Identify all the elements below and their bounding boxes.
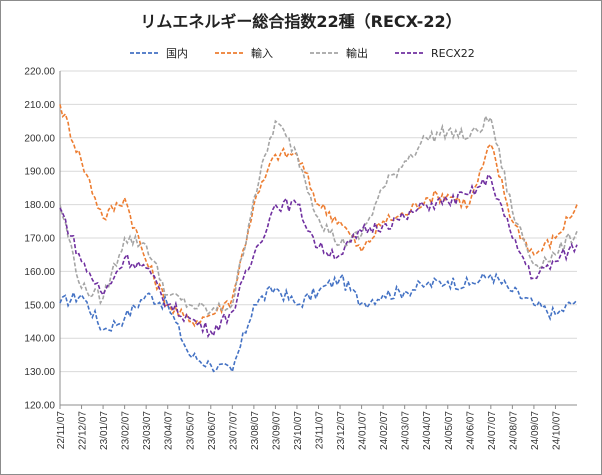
y-tick-label: 160.00 [24,267,55,278]
x-tick-label: 23/12/07 [336,411,347,450]
x-tick-label: 23/10/07 [293,411,304,450]
x-tick-label: 23/05/07 [185,411,196,450]
x-tick-label: 24/04/07 [422,411,433,450]
x-tick-label: 23/11/07 [315,411,326,450]
x-tick-label: 24/02/07 [379,411,390,450]
x-tick-label: 23/04/07 [164,411,175,450]
y-tick-label: 190.00 [24,167,55,178]
y-tick-label: 150.00 [24,300,55,311]
x-tick-label: 24/01/07 [358,411,369,450]
legend-label: RECX22 [431,47,475,60]
y-tick-label: 170.00 [24,234,55,245]
legend-label: 輸出 [346,46,368,60]
x-tick-label: 24/09/07 [530,411,541,450]
x-tick-label: 24/10/07 [551,411,562,450]
chart-title: リムエネルギー総合指数22種（RECX-22） [140,12,462,31]
y-tick-label: 220.00 [24,67,55,78]
x-tick-label: 22/12/07 [78,411,89,450]
x-tick-label: 24/03/07 [401,411,412,450]
y-tick-label: 140.00 [24,334,55,345]
x-tick-label: 23/01/07 [99,411,110,450]
y-tick-label: 130.00 [24,367,55,378]
series-line-4 [59,172,578,339]
x-tick-label: 24/07/07 [487,411,498,450]
x-tick-label: 22/11/07 [56,411,67,450]
legend: 国内 輸入 輸出 RECX22 [130,46,475,60]
legend-label: 輸入 [251,46,273,60]
legend-label: 国内 [166,46,188,60]
y-tick-label: 210.00 [24,100,55,111]
series-line-3 [59,113,578,316]
gridlines [60,70,577,406]
y-tick-label: 180.00 [24,200,55,211]
x-tick-label: 23/08/07 [250,411,261,450]
series-line-1 [59,272,578,374]
x-tick-label: 23/02/07 [121,411,132,450]
series-lines [59,104,578,374]
x-tick-label: 24/05/07 [444,411,455,450]
series-line-2 [59,104,578,328]
x-tick-label: 23/03/07 [142,411,153,450]
y-tick-label: 120.00 [24,401,55,412]
x-tick-label: 24/06/07 [465,411,476,450]
x-tick-label: 23/09/07 [271,411,282,450]
x-tick-label: 24/08/07 [508,411,519,450]
x-tick-label: 23/06/07 [207,411,218,450]
x-tick-label: 23/07/07 [228,411,239,450]
y-tick-label: 200.00 [24,133,55,144]
axes: 120.00 130.00 140.00 150.00 160.00 170.00 180.… [24,67,577,450]
